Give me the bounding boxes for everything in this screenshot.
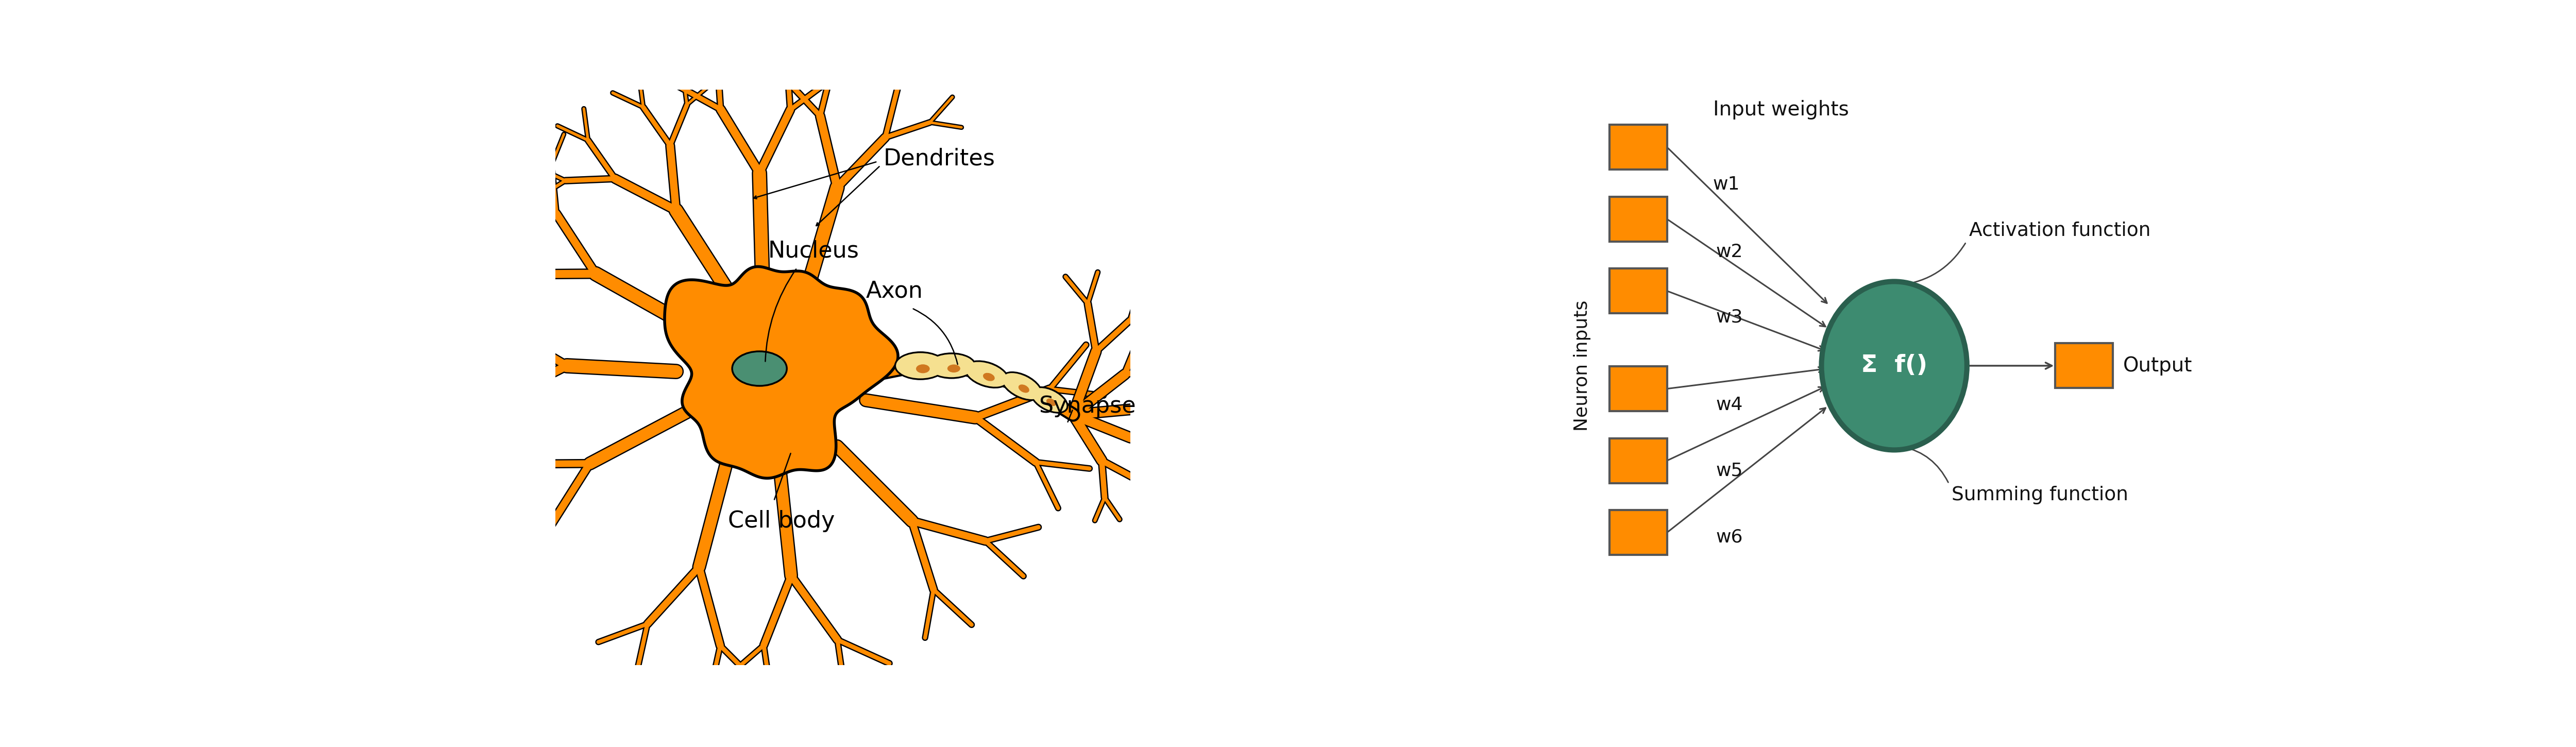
Text: Axon: Axon xyxy=(866,280,922,302)
Ellipse shape xyxy=(1046,398,1056,406)
Text: Dendrites: Dendrites xyxy=(884,148,994,170)
FancyBboxPatch shape xyxy=(1610,510,1667,555)
Ellipse shape xyxy=(948,365,961,373)
Ellipse shape xyxy=(732,351,786,386)
Text: w4: w4 xyxy=(1716,396,1744,414)
Ellipse shape xyxy=(984,373,994,381)
Text: Output: Output xyxy=(2123,356,2192,376)
FancyBboxPatch shape xyxy=(2056,344,2112,388)
Ellipse shape xyxy=(1033,388,1066,412)
Ellipse shape xyxy=(1821,282,1965,449)
Text: Synapse: Synapse xyxy=(1038,395,1136,417)
Ellipse shape xyxy=(917,365,930,374)
Ellipse shape xyxy=(963,360,1010,388)
Ellipse shape xyxy=(1018,385,1030,393)
Ellipse shape xyxy=(894,351,945,380)
Text: w2: w2 xyxy=(1716,243,1744,261)
Text: Activation function: Activation function xyxy=(1968,221,2151,240)
Text: w3: w3 xyxy=(1716,308,1744,326)
Ellipse shape xyxy=(1002,371,1043,401)
Ellipse shape xyxy=(1002,373,1041,399)
FancyBboxPatch shape xyxy=(1610,268,1667,314)
Ellipse shape xyxy=(927,353,976,379)
Ellipse shape xyxy=(927,354,974,377)
Polygon shape xyxy=(665,267,899,478)
Ellipse shape xyxy=(896,353,945,379)
Text: Nucleus: Nucleus xyxy=(768,240,860,261)
Ellipse shape xyxy=(1030,386,1069,414)
Text: Neuron inputs: Neuron inputs xyxy=(1574,300,1592,431)
Ellipse shape xyxy=(1819,279,1971,453)
Text: Cell body: Cell body xyxy=(729,510,835,532)
Text: w6: w6 xyxy=(1716,528,1744,546)
FancyBboxPatch shape xyxy=(1610,125,1667,170)
Text: Σ  f(): Σ f() xyxy=(1860,354,1927,377)
Text: Input weights: Input weights xyxy=(1713,100,1850,120)
FancyBboxPatch shape xyxy=(1610,366,1667,411)
Text: w1: w1 xyxy=(1713,176,1739,193)
Ellipse shape xyxy=(966,362,1007,387)
Text: w5: w5 xyxy=(1716,462,1744,479)
FancyBboxPatch shape xyxy=(1610,438,1667,483)
Text: Summing function: Summing function xyxy=(1953,486,2128,504)
FancyBboxPatch shape xyxy=(1610,196,1667,241)
